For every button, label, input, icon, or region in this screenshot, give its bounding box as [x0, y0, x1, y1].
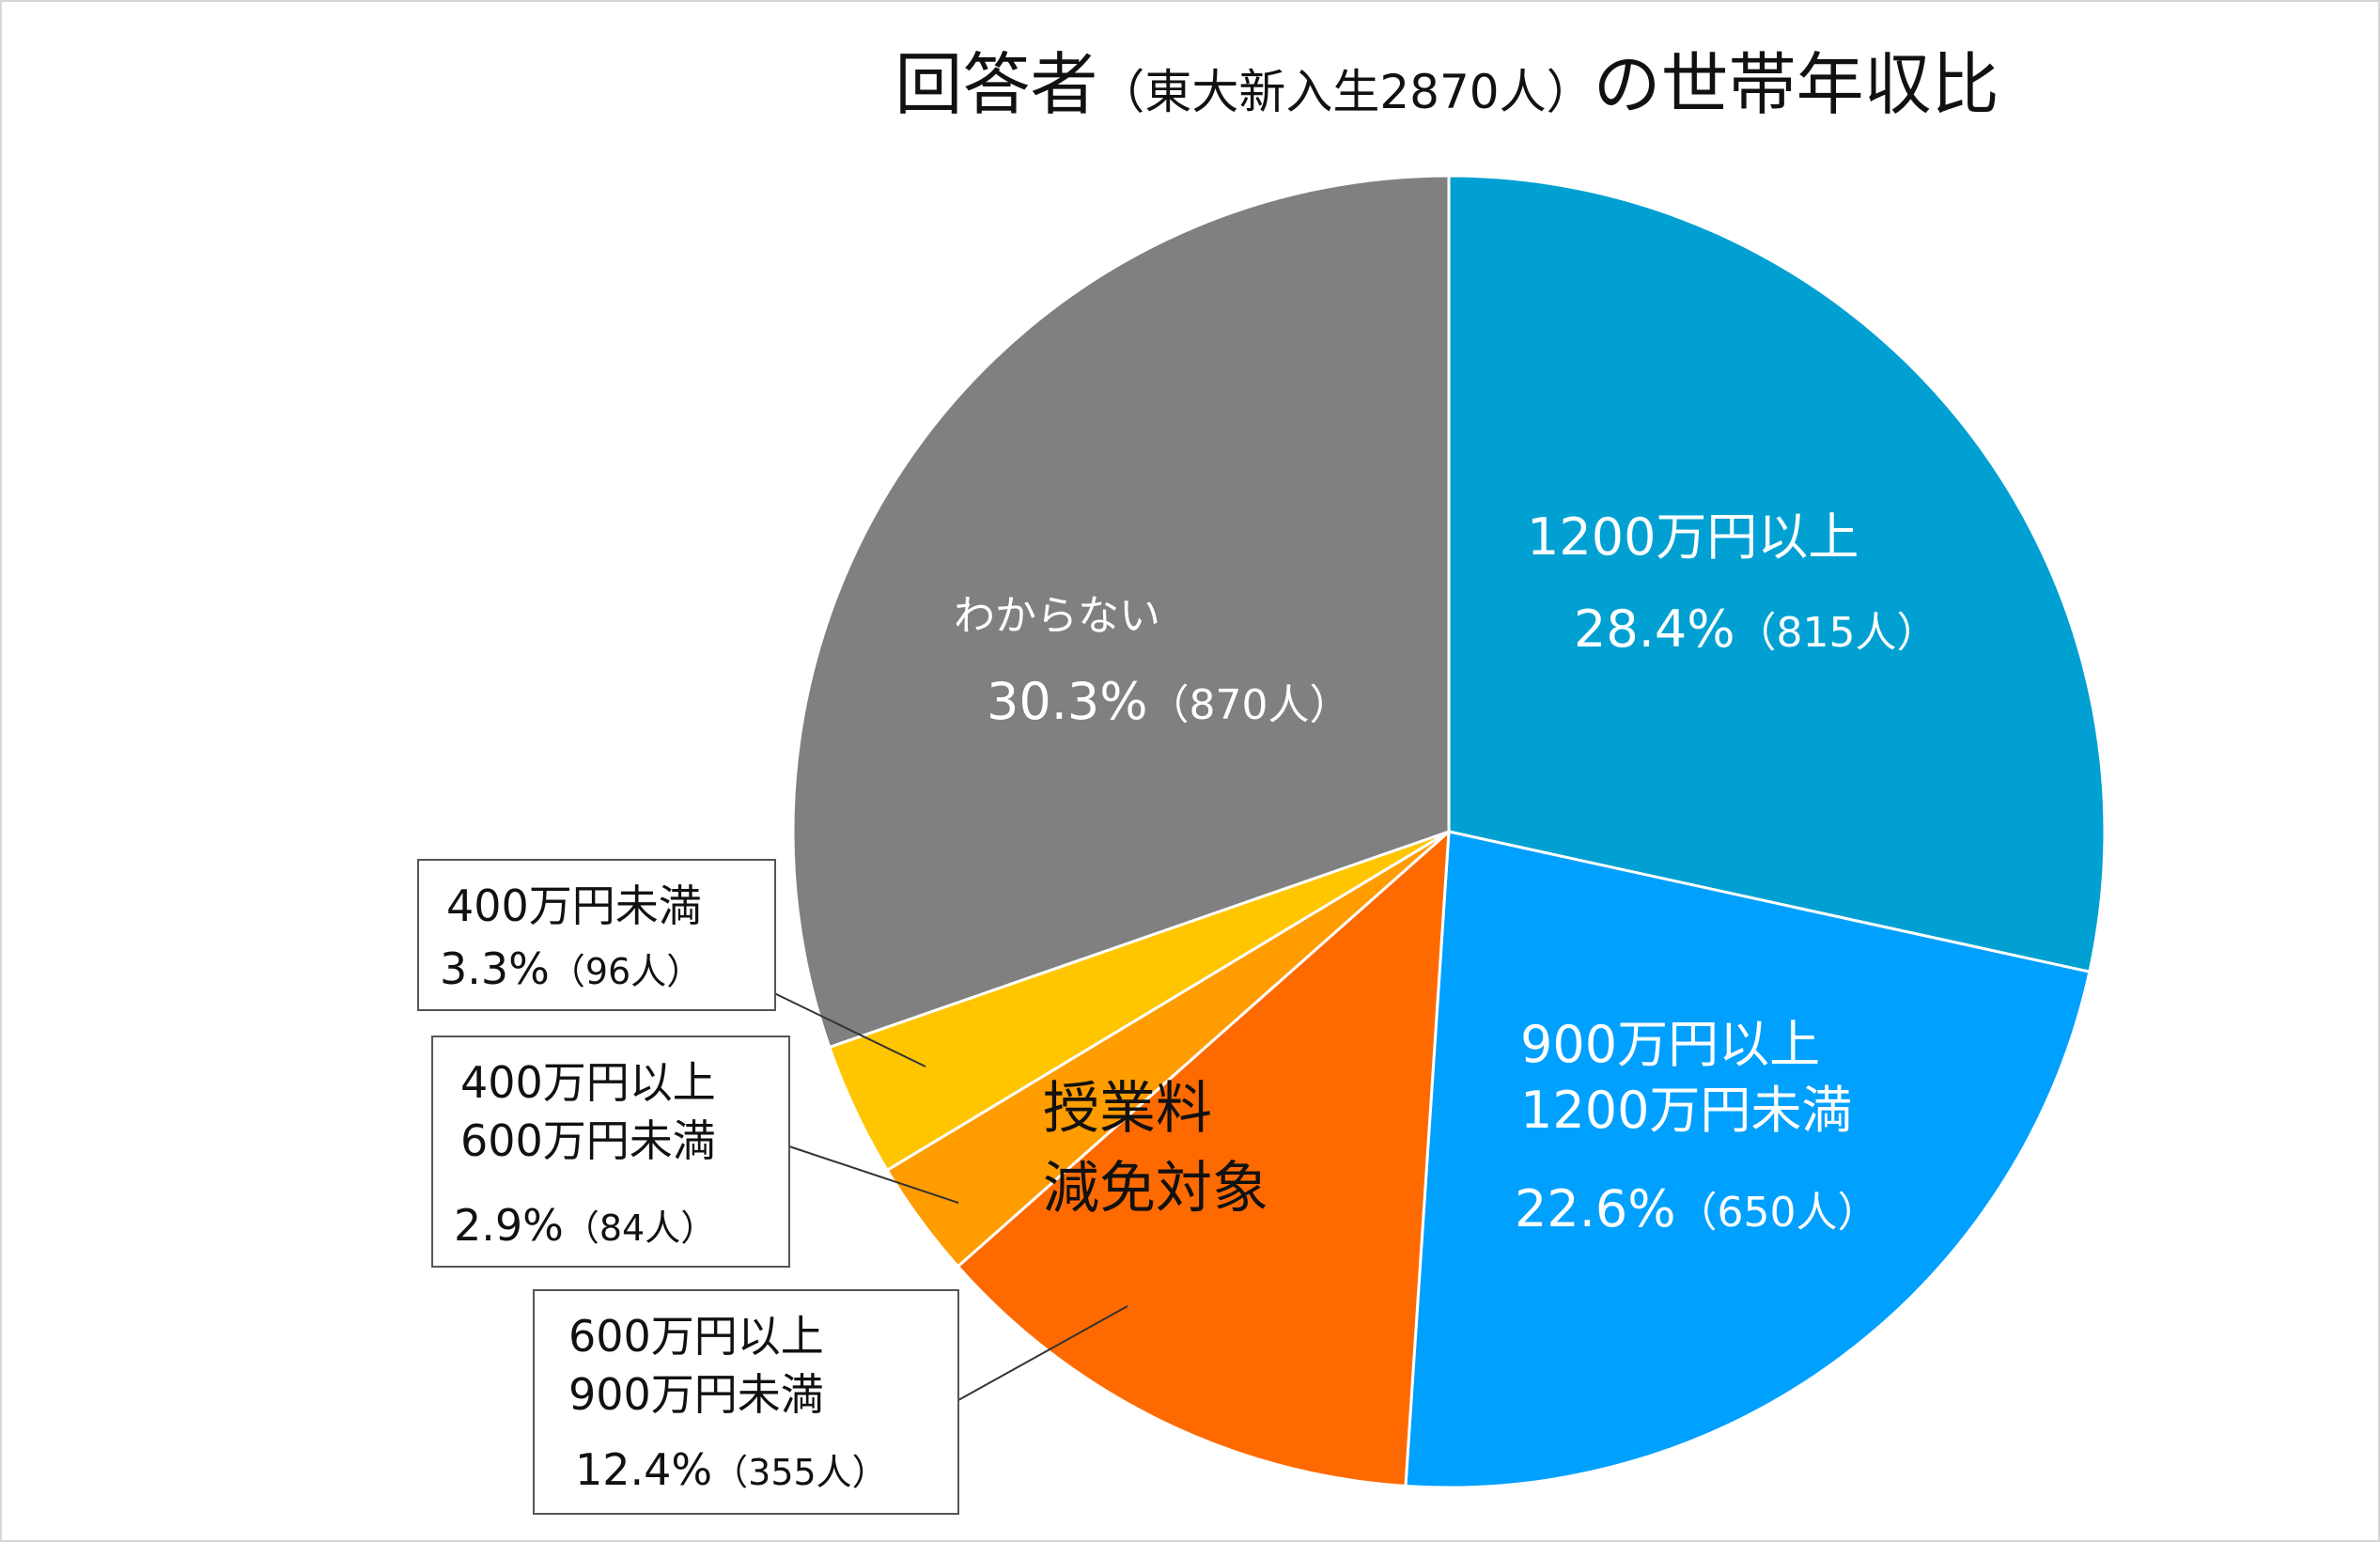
slice-label-1200-over: 1200万円以上	[1527, 507, 1859, 567]
slice-count-unknown: （870人）	[1148, 681, 1351, 729]
slice-percent-400-under: 3.3%	[440, 943, 550, 994]
slice-percent-unknown: 30.3%	[987, 672, 1148, 731]
slice-label-400-600-line1: 400万円以上	[460, 1057, 716, 1108]
slice-value-600-900: 12.4%（355人）	[575, 1444, 888, 1495]
pie-slice-1	[1404, 830, 2092, 1489]
label-box-400-600	[431, 1036, 790, 1268]
slice-label-900-1200-line2: 1200万円未満	[1520, 1081, 1852, 1140]
slice-label-600-900-line2: 900万円未満	[568, 1369, 824, 1420]
leader-line-400-600	[788, 1145, 959, 1204]
slice-value-900-1200: 22.6%（650人）	[1515, 1179, 1879, 1238]
pie-slice-5	[791, 174, 1451, 1050]
title-main-prefix: 回答者	[894, 45, 1097, 124]
leader-line-400-under	[770, 990, 926, 1067]
slice-percent-1200-over: 28.4%	[1574, 600, 1735, 659]
slice-count-400-under: （96人）	[550, 951, 702, 992]
label-box-400-under	[417, 859, 776, 1011]
slice-percent-900-1200: 22.6%	[1515, 1179, 1676, 1238]
slice-percent-600-900: 12.4%	[575, 1444, 712, 1495]
slice-count-1200-over: （815人）	[1735, 609, 1938, 657]
label-box-600-900	[533, 1289, 959, 1515]
slice-value-unknown: 30.3%（870人）	[987, 672, 1351, 731]
slice-count-400-600: （84人）	[564, 1207, 716, 1249]
slice-label-400-600-line2: 600万円未満	[460, 1115, 716, 1166]
slice-percent-400-600: 2.9%	[454, 1200, 564, 1251]
slice-label-unknown: わからない	[954, 592, 1160, 640]
slice-value-400-600: 2.9%（84人）	[454, 1200, 716, 1251]
annotation-line1: 授業料	[1043, 1076, 1212, 1142]
slice-count-600-900: （355人）	[712, 1452, 888, 1493]
chart-title: 回答者（東大新入生2870人）の世帯年収比	[894, 45, 1999, 124]
slice-value-400-under: 3.3%（96人）	[440, 943, 702, 994]
slice-label-400-under: 400万円未満	[446, 880, 702, 931]
slice-label-600-900-line1: 600万円以上	[568, 1311, 824, 1362]
pie-slice-2	[956, 828, 1451, 1488]
title-main-suffix: の世帯年収比	[1594, 45, 1999, 124]
slice-label-900-1200-line1: 900万円以上	[1520, 1015, 1820, 1074]
annotation-line2: 減免対象	[1043, 1156, 1268, 1222]
pie-slice-0	[1447, 174, 2107, 973]
slice-count-900-1200: （650人）	[1676, 1189, 1879, 1237]
pie-slices	[791, 174, 2107, 1489]
leader-line-600-900	[957, 1305, 1128, 1401]
slice-value-1200-over: 28.4%（815人）	[1574, 600, 1938, 659]
title-sub: （東大新入生2870人）	[1097, 65, 1593, 119]
